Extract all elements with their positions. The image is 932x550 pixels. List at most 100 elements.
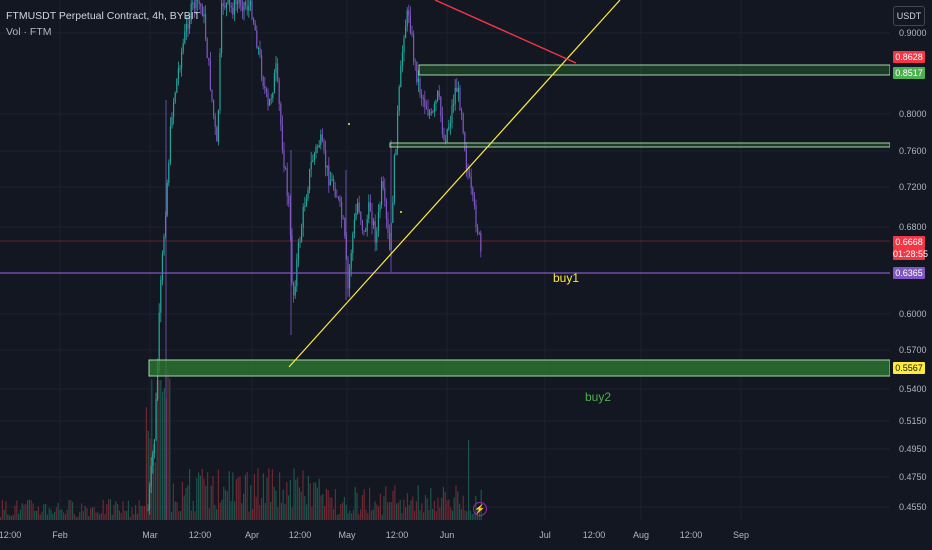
volume-bar	[223, 486, 225, 520]
volume-bar	[178, 511, 180, 520]
candle-body	[307, 189, 309, 199]
candle-body	[379, 204, 381, 213]
candle-body	[408, 10, 410, 16]
volume-bar	[91, 507, 93, 520]
price-series	[147, 0, 482, 520]
volume-bar	[171, 511, 173, 520]
volume-bar	[320, 495, 322, 520]
candle-body	[469, 172, 471, 177]
volume-bar	[307, 476, 309, 520]
volume-bar	[66, 509, 68, 520]
candle-body	[289, 203, 291, 236]
volume-bar	[230, 501, 232, 520]
volume-bar	[433, 500, 435, 520]
volume-bar	[343, 496, 345, 520]
candle-body	[331, 179, 333, 181]
volume-bar	[468, 440, 470, 520]
volume-bar	[73, 513, 75, 520]
price-tick: 0.6800	[899, 222, 927, 232]
volume-bar	[340, 503, 342, 520]
volume-bar	[392, 490, 394, 520]
volume-bar	[30, 500, 32, 520]
volume-bar	[27, 500, 29, 520]
candle-body	[302, 207, 304, 228]
volume-bar	[45, 503, 47, 520]
volume-bar	[162, 391, 164, 520]
candle-body	[321, 134, 323, 142]
volume-bar	[151, 379, 153, 520]
candle-body	[473, 195, 475, 206]
bar-countdown-badge: 01:28:55	[893, 248, 929, 260]
volume-bar	[387, 502, 389, 520]
volume-bar	[100, 513, 102, 520]
candle-body	[155, 399, 157, 440]
volume-bar	[313, 482, 315, 520]
volume-bar	[144, 506, 146, 520]
volume-bar	[469, 510, 471, 520]
volume-bar	[253, 474, 255, 520]
candle-body	[224, 5, 226, 8]
volume-bar	[118, 510, 120, 520]
candle-body	[349, 269, 351, 289]
candle-body	[382, 181, 384, 189]
bolt-icon[interactable]: ⚡	[473, 502, 487, 516]
resistance-zone-middle	[389, 142, 890, 148]
price-tick: 0.7200	[899, 182, 927, 192]
volume-bar	[333, 509, 335, 520]
volume-bar	[115, 501, 117, 520]
volume-bar	[154, 462, 156, 520]
volume-bar	[106, 503, 108, 520]
time-tick: 12:00	[0, 530, 22, 540]
price-chart[interactable]	[0, 0, 890, 525]
volume-bar	[280, 502, 282, 520]
price-tick: 0.9000	[899, 28, 927, 38]
candle-body	[285, 168, 287, 170]
candle-body	[275, 63, 277, 74]
volume-indicator-label[interactable]: Vol · FTM	[6, 26, 52, 38]
volume-bar	[435, 511, 437, 520]
volume-bar	[174, 501, 176, 520]
candle-body	[249, 0, 251, 7]
volume-bar	[37, 506, 39, 520]
buy2-label[interactable]: buy2	[584, 390, 612, 404]
candle-body	[368, 202, 370, 219]
candle-body	[208, 57, 210, 61]
candle-body	[240, 0, 242, 6]
volume-bar	[68, 500, 70, 520]
volume-bar	[181, 481, 183, 520]
volume-bar	[104, 513, 106, 520]
volume-bar	[270, 501, 272, 520]
volume-bar	[367, 513, 369, 520]
buy-zone-price-badge: 0.5567	[893, 362, 925, 374]
volume-bar	[394, 485, 396, 520]
candle-body	[232, 7, 234, 15]
candle-body	[422, 97, 424, 100]
volume-bar	[28, 499, 30, 520]
candle-body	[173, 101, 175, 117]
marker-dot	[400, 211, 402, 213]
candle-body	[385, 200, 387, 219]
candle-body	[342, 218, 344, 220]
candle-body	[333, 179, 335, 188]
candle-body	[169, 126, 171, 163]
volume-bar	[232, 472, 234, 520]
candle-body	[477, 227, 479, 233]
volume-bar	[266, 477, 268, 520]
candle-body	[163, 236, 165, 255]
volume-bar	[457, 491, 459, 520]
volume-bars	[0, 371, 482, 520]
volume-bar	[3, 509, 5, 520]
candle-body	[358, 202, 360, 213]
ascending-trendline	[288, 0, 621, 368]
volume-bar	[120, 512, 122, 520]
volume-bar	[84, 505, 86, 520]
currency-button[interactable]: USDT	[893, 6, 925, 26]
candle-body	[251, 0, 253, 19]
time-tick: Mar	[142, 530, 158, 540]
candle-body	[398, 87, 400, 112]
candle-body	[315, 146, 317, 154]
buy1-label[interactable]: buy1	[552, 271, 580, 285]
volume-bar	[160, 380, 162, 520]
volume-bar	[351, 513, 353, 520]
volume-bar	[444, 491, 446, 520]
